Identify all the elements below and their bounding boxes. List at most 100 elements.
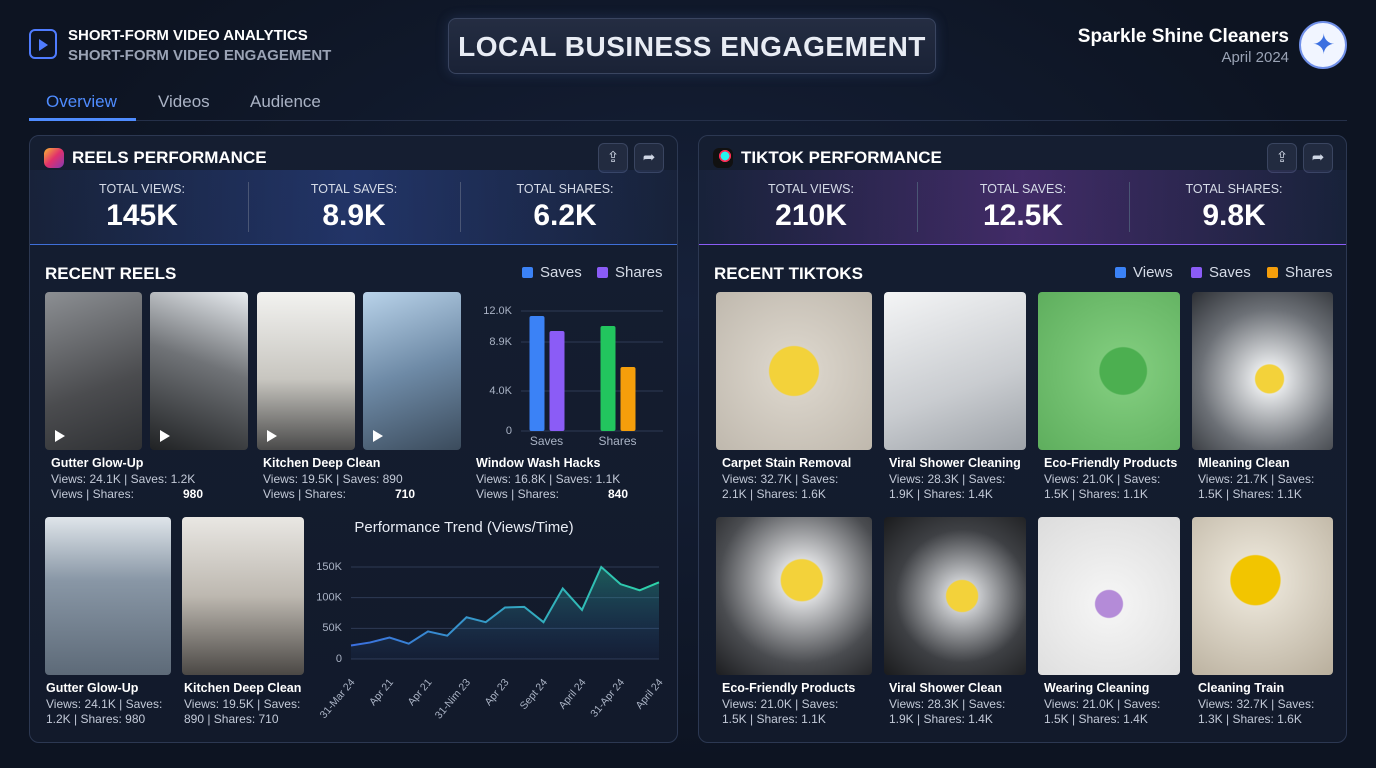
tab[interactable]: Audience (250, 92, 321, 111)
bar (620, 367, 636, 431)
app-subtitle: SHORT-FORM VIDEO ENGAGEMENT (68, 47, 332, 64)
section-title: RECENT TIKTOKS (714, 264, 863, 283)
legend-label: Saves (1209, 264, 1251, 281)
video-stats: Views: 21.0K | Saves: (1044, 472, 1161, 486)
stat-label: TOTAL VIEWS: (99, 182, 185, 196)
report-date: April 2024 (1221, 49, 1289, 66)
stat-label: TOTAL SAVES: (979, 182, 1067, 196)
y-tick-label: 4.0K (489, 385, 512, 397)
app-logo (29, 29, 57, 59)
video-stats: Views: 19.5K | Saves: 890 (263, 472, 403, 486)
video-stats: 1.5K | Shares: 1.1K (1044, 487, 1148, 501)
y-tick-label: 12.0K (483, 305, 512, 317)
thumbnail[interactable] (45, 517, 171, 675)
video-stats: Views: 21.0K | Saves: (1044, 697, 1161, 711)
x-tick-label: 31-Nim 23 (433, 676, 473, 721)
thumbnail[interactable] (716, 517, 872, 675)
legend-swatch (597, 267, 608, 278)
video-stats: Views: 21.7K | Saves: (1198, 472, 1315, 486)
video-title: Viral Shower Clean (889, 681, 1003, 695)
stats-band: TOTAL VIEWS: 210K TOTAL SAVES: 12.5K TOTAL S… (699, 170, 1346, 245)
thumbnail[interactable] (884, 517, 1026, 675)
legend-swatch (1191, 267, 1202, 278)
x-tick-label: Sept 24 (518, 676, 551, 712)
stat-value: 6.2K (533, 199, 597, 232)
stat-value: 145K (106, 199, 178, 232)
thumbnail[interactable] (150, 292, 248, 450)
y-tick-label: 100K (316, 592, 342, 604)
legend-swatch (522, 267, 533, 278)
bar (549, 331, 565, 431)
play-icon (373, 430, 383, 442)
x-tick-label: Apr 21 (367, 676, 396, 708)
thumbnail[interactable] (363, 292, 461, 450)
section-title: RECENT REELS (45, 264, 177, 283)
bar (529, 316, 545, 431)
forward-button[interactable]: ➦ (1303, 143, 1333, 173)
video-stats: Views: 32.7K | Saves: (722, 472, 839, 486)
x-tick-label: April 24 (633, 676, 665, 711)
share-button[interactable]: ⇪ (1267, 143, 1297, 173)
thumbnail[interactable] (1038, 292, 1180, 450)
thumbnail[interactable] (257, 292, 355, 450)
thumbnail[interactable] (1038, 517, 1180, 675)
video-stats: 1.5K | Shares: 1.1K (1198, 487, 1302, 501)
video-stats: Views | Shares: (51, 487, 134, 501)
panel-title: REELS PERFORMANCE (72, 148, 267, 167)
thumbnail[interactable] (716, 292, 872, 450)
video-title: Eco-Friendly Products (1044, 456, 1178, 470)
thumbnail[interactable] (45, 292, 142, 450)
tab-divider (29, 120, 1347, 121)
chart-title: Performance Trend (Views/Time) (354, 519, 573, 536)
video-title: Kitchen Deep Clean (184, 681, 302, 695)
legend-label: Saves (540, 264, 582, 281)
x-tick-label: Apr 23 (482, 676, 511, 708)
stat-label: TOTAL VIEWS: (768, 182, 854, 196)
video-stats: 1.3K | Shares: 1.6K (1198, 712, 1302, 726)
stat-label: TOTAL SAVES: (310, 182, 398, 196)
title-box: LOCAL BUSINESS ENGAGEMENT (448, 18, 936, 74)
stat-divider (1128, 182, 1130, 232)
bar (600, 326, 616, 431)
video-stats: Views: 28.3K | Saves: (889, 697, 1006, 711)
video-stats: Views: 24.1K | Saves: 1.2K (51, 472, 196, 486)
thumbnail[interactable] (884, 292, 1026, 450)
video-shares: 710 (395, 487, 416, 501)
platform-icon (44, 148, 64, 168)
thumbnail[interactable] (1192, 517, 1333, 675)
avatar: ✦ (1299, 21, 1347, 69)
y-tick-label: 0 (506, 425, 512, 437)
video-stats: Views | Shares: (263, 487, 346, 501)
video-shares: 980 (183, 487, 204, 501)
stat-value: 210K (775, 199, 847, 232)
video-title: Gutter Glow-Up (51, 456, 144, 470)
video-stats: 1.9K | Shares: 1.4K (889, 487, 993, 501)
video-title: Gutter Glow-Up (46, 681, 139, 695)
y-tick-label: 150K (316, 561, 342, 573)
video-title: Window Wash Hacks (476, 456, 601, 470)
video-title: Carpet Stain Removal (722, 456, 852, 470)
forward-button[interactable]: ➦ (634, 143, 664, 173)
play-icon (160, 430, 170, 442)
video-shares: 840 (608, 487, 629, 501)
thumbnail[interactable] (182, 517, 304, 675)
legend-label: Views (1133, 264, 1173, 281)
stat-value: 8.9K (322, 199, 386, 232)
video-stats: Views: 28.3K | Saves: (889, 472, 1006, 486)
x-tick-label: 31-Mar 24 (318, 676, 358, 720)
stat-divider (917, 182, 918, 232)
stat-label: TOTAL SHARES: (1185, 182, 1283, 196)
stat-divider (459, 182, 461, 232)
play-icon (55, 430, 65, 442)
video-stats: Views | Shares: (476, 487, 559, 501)
business-name: Sparkle Shine Cleaners (1077, 26, 1289, 47)
tab[interactable]: Overview (46, 92, 117, 111)
stat-label: TOTAL SHARES: (516, 182, 614, 196)
share-button[interactable]: ⇪ (598, 143, 628, 173)
area (351, 567, 659, 659)
tab[interactable]: Videos (158, 92, 210, 111)
thumbnail[interactable] (1192, 292, 1333, 450)
page-title: LOCAL BUSINESS ENGAGEMENT (458, 31, 926, 62)
legend-swatch (1115, 267, 1126, 278)
